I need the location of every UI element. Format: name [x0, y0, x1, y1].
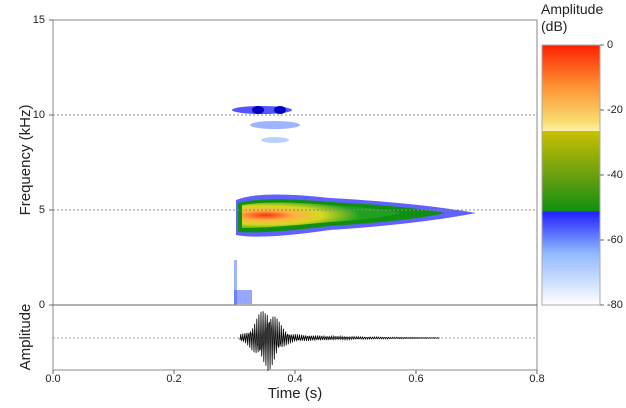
colorbar-tick-label: -20	[607, 104, 623, 116]
colorbar-tick-label: -60	[607, 234, 623, 246]
spectrogram-image	[232, 106, 476, 305]
colorbar-tick-label: 0	[607, 39, 613, 51]
y-tick-label: 0	[39, 299, 45, 311]
waveform-axis-label: Amplitude	[17, 304, 34, 371]
y-tick-label: 15	[33, 14, 45, 26]
x-tick-label: 0.2	[166, 373, 181, 385]
colorbar	[541, 44, 601, 306]
x-tick-label: 0.6	[408, 373, 423, 385]
x-tick-label: 0.0	[45, 373, 60, 385]
colorbar-title: Amplitude (dB)	[541, 1, 604, 34]
colorbar-tick-label: -40	[607, 169, 623, 181]
y-tick-label: 10	[33, 109, 45, 121]
y-axis-label: Frequency (kHz)	[17, 105, 34, 216]
colorbar-tick-label: -80	[607, 299, 623, 311]
x-axis-label: Time (s)	[268, 385, 322, 402]
y-tick-label: 5	[39, 204, 45, 216]
x-tick-label: 0.8	[529, 373, 544, 385]
waveform	[239, 311, 440, 371]
x-tick-label: 0.4	[287, 373, 302, 385]
